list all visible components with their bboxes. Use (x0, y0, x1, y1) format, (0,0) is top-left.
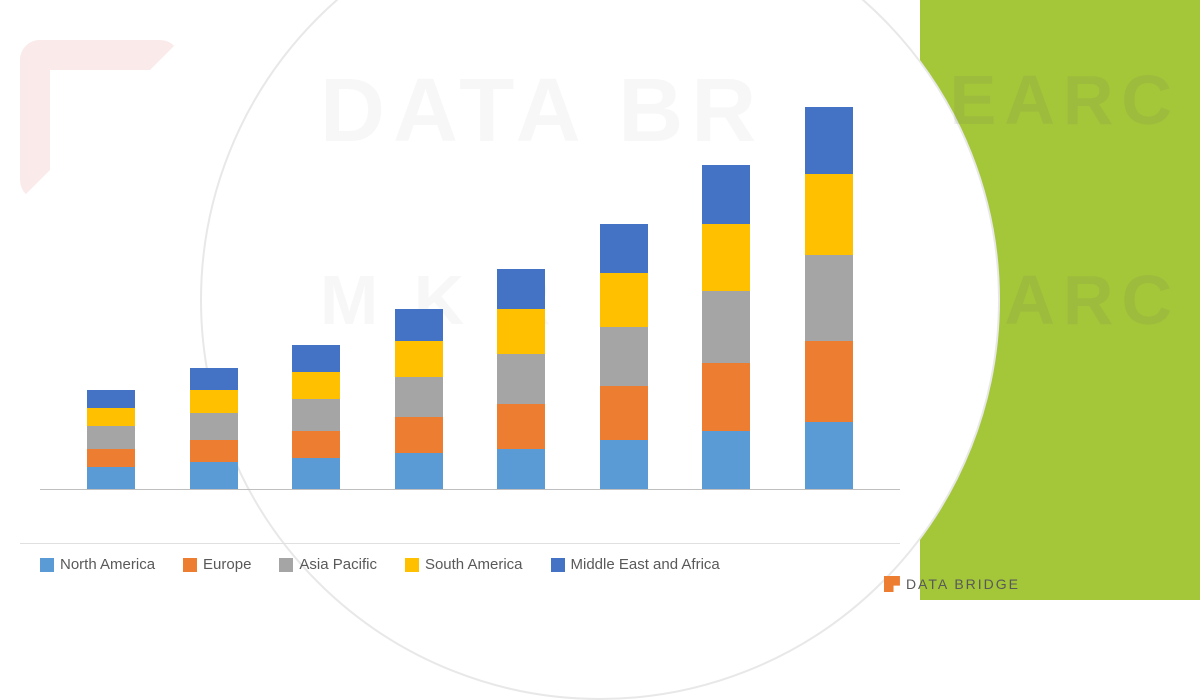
legend-label: Middle East and Africa (571, 556, 720, 573)
bar-segment (87, 449, 135, 467)
bar (497, 269, 545, 490)
bar-segment (87, 467, 135, 490)
bar-segment (190, 462, 238, 489)
bar (87, 390, 135, 489)
bar-segment (292, 345, 340, 372)
bar-segment (702, 363, 750, 431)
legend-item: Middle East and Africa (551, 556, 720, 573)
legend-item: North America (40, 556, 155, 573)
legend-label: Europe (203, 556, 251, 573)
bar (395, 309, 443, 489)
bar-segment (702, 224, 750, 292)
bar-segment (600, 224, 648, 274)
bar-segment (395, 453, 443, 489)
bar-segment (497, 309, 545, 354)
bar-segment (600, 386, 648, 440)
bar-segment (702, 431, 750, 490)
bar-segment (805, 255, 853, 341)
bar-segment (87, 426, 135, 449)
bar-segment (600, 327, 648, 386)
bar-segment (190, 440, 238, 463)
bar-segment (190, 368, 238, 391)
legend-item: Europe (183, 556, 251, 573)
bar-segment (292, 372, 340, 399)
legend-swatch (279, 558, 293, 572)
legend-item: South America (405, 556, 523, 573)
bar-segment (395, 341, 443, 377)
bar-segment (190, 413, 238, 440)
legend-swatch (551, 558, 565, 572)
bar-segment (497, 354, 545, 404)
bar-segment (600, 273, 648, 327)
legend-label: North America (60, 556, 155, 573)
bar-segment (292, 399, 340, 431)
bar-segment (805, 341, 853, 422)
chart-legend: North America Europe Asia Pacific South Ame… (20, 543, 900, 585)
legend-swatch (183, 558, 197, 572)
footer-brand: DATA BRIDGE (884, 576, 1020, 592)
bar-segment (497, 404, 545, 449)
bar (292, 345, 340, 489)
bar-segment (395, 309, 443, 341)
legend-label: Asia Pacific (299, 556, 377, 573)
bar-segment (805, 422, 853, 490)
bar-segment (395, 377, 443, 418)
bar-segment (600, 440, 648, 490)
legend-swatch (405, 558, 419, 572)
legend-label: South America (425, 556, 523, 573)
bar-segment (702, 291, 750, 363)
bar-segment (395, 417, 443, 453)
bar-segment (190, 390, 238, 413)
bar (600, 224, 648, 490)
bar-segment (292, 458, 340, 490)
legend-item: Asia Pacific (279, 556, 377, 573)
bar (190, 368, 238, 490)
stacked-bar-chart (40, 40, 900, 490)
bar-segment (702, 165, 750, 224)
bar-segment (805, 174, 853, 255)
bar-segment (805, 107, 853, 175)
footer-brand-text: DATA BRIDGE (906, 576, 1020, 592)
bar-segment (497, 269, 545, 310)
bar-segment (497, 449, 545, 490)
brand-mark-icon (884, 576, 900, 592)
legend-swatch (40, 558, 54, 572)
bar (702, 165, 750, 489)
bar (805, 107, 853, 490)
bar-segment (87, 408, 135, 426)
bars-container (40, 40, 900, 489)
plot-area (40, 40, 900, 490)
bar-segment (87, 390, 135, 408)
bar-segment (292, 431, 340, 458)
